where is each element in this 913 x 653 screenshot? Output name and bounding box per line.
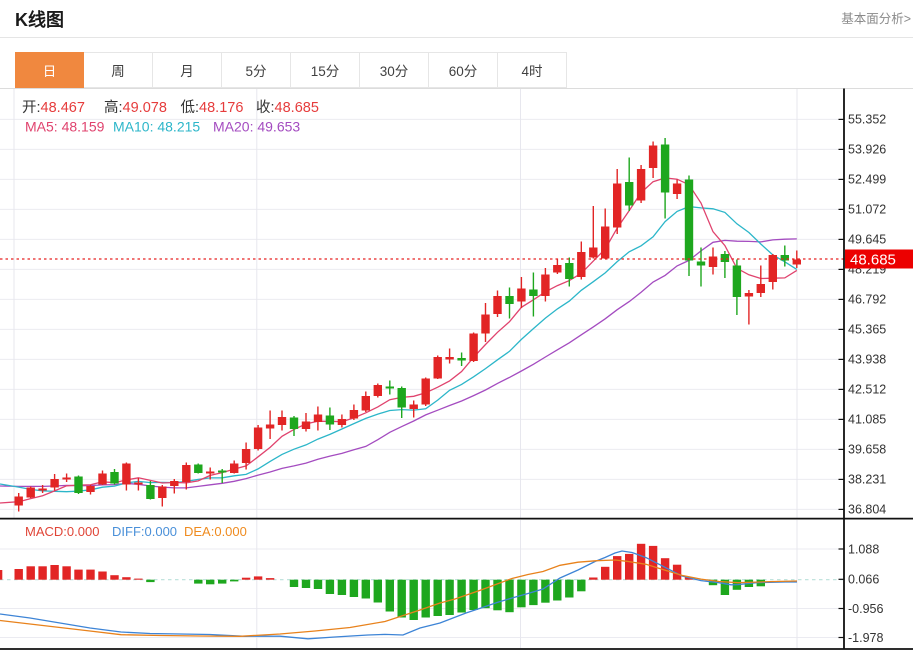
svg-text:38.231: 38.231	[848, 473, 886, 487]
svg-text:36.804: 36.804	[848, 503, 886, 517]
svg-text:53.926: 53.926	[848, 143, 886, 157]
svg-text:51.072: 51.072	[848, 203, 886, 217]
svg-text:43.938: 43.938	[848, 353, 886, 367]
svg-text:1.088: 1.088	[848, 542, 879, 556]
svg-text:39.658: 39.658	[848, 443, 886, 457]
svg-text:48.685: 48.685	[850, 252, 896, 269]
svg-text:MA5: 48.159: MA5: 48.159	[25, 119, 105, 135]
svg-text:0.066: 0.066	[848, 573, 879, 587]
svg-text:-0.956: -0.956	[848, 602, 883, 616]
svg-text:42.512: 42.512	[848, 383, 886, 397]
svg-text:55.352: 55.352	[848, 113, 886, 127]
svg-text:52.499: 52.499	[848, 173, 886, 187]
svg-text:高:49.078: 高:49.078	[104, 99, 167, 116]
svg-text:低:48.176: 低:48.176	[181, 99, 244, 116]
svg-text:49.645: 49.645	[848, 233, 886, 247]
svg-text:MA10: 48.215: MA10: 48.215	[113, 119, 200, 135]
svg-text:收:48.685: 收:48.685	[256, 99, 319, 116]
svg-text:DEA:0.000: DEA:0.000	[184, 524, 247, 539]
svg-text:-1.978: -1.978	[848, 631, 883, 645]
svg-text:45.365: 45.365	[848, 323, 886, 337]
svg-text:DIFF:0.000: DIFF:0.000	[112, 524, 177, 539]
svg-text:46.792: 46.792	[848, 293, 886, 307]
svg-text:MA20: 49.653: MA20: 49.653	[213, 119, 300, 135]
svg-text:MACD:0.000: MACD:0.000	[25, 524, 99, 539]
svg-text:开:48.467: 开:48.467	[22, 100, 85, 116]
svg-text:41.085: 41.085	[848, 413, 886, 427]
